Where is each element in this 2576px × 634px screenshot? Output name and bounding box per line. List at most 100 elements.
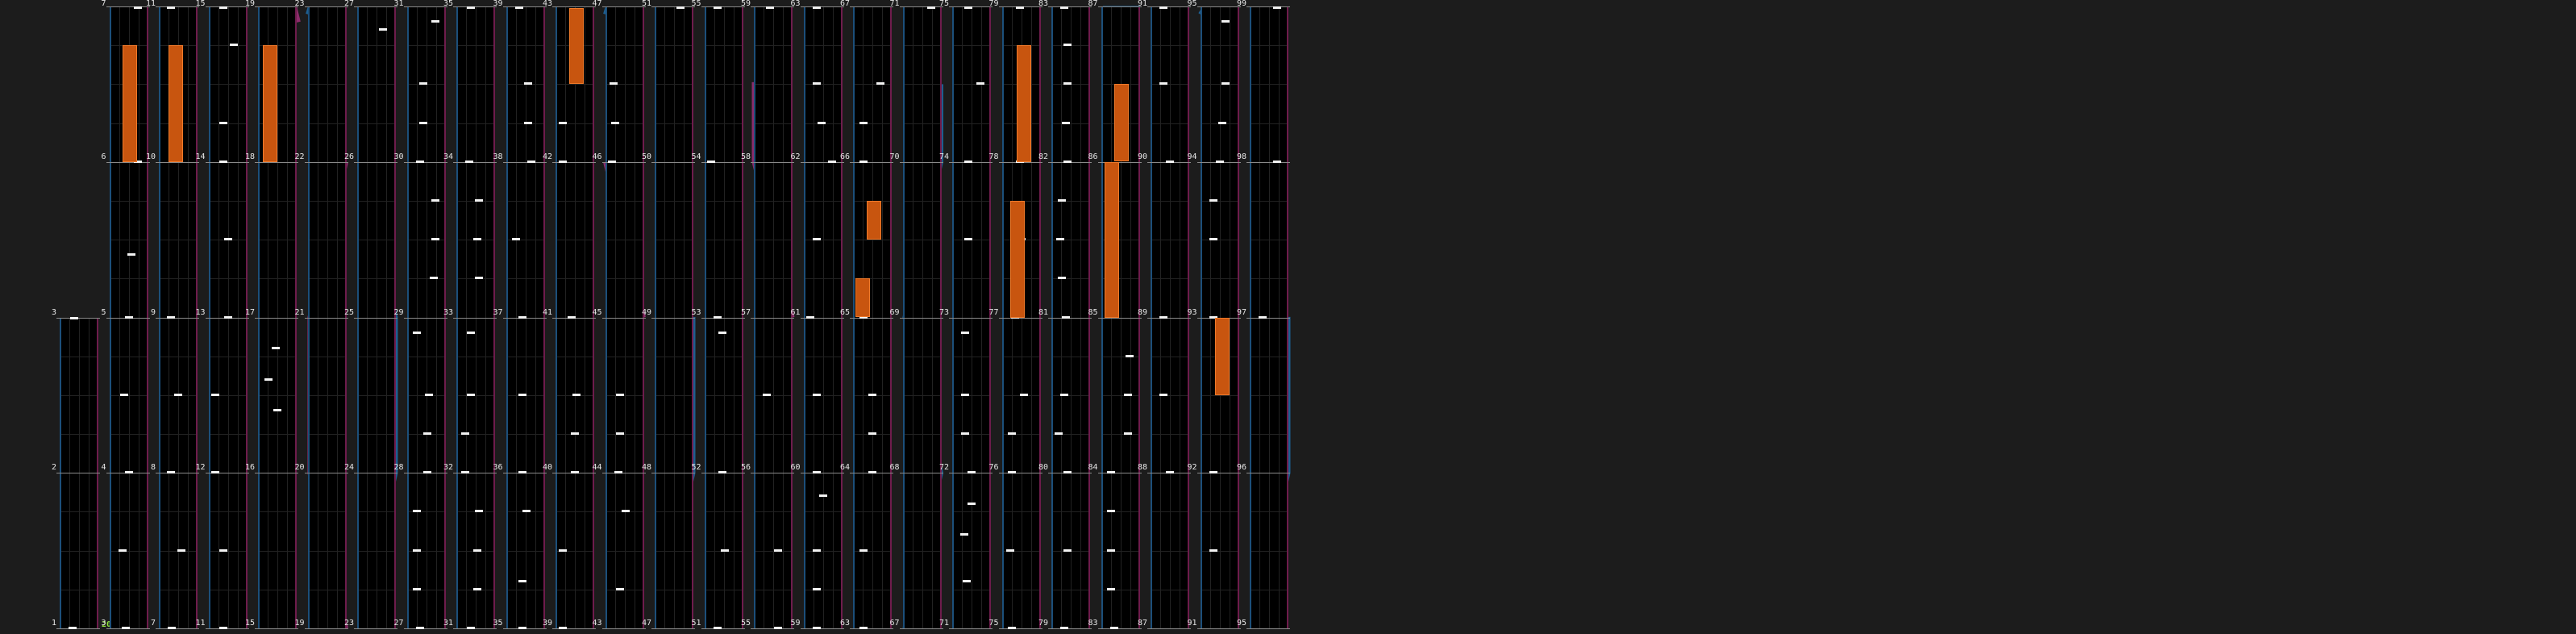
tap-note[interactable]: [127, 253, 136, 256]
tap-note[interactable]: [514, 6, 523, 9]
tap-note[interactable]: [413, 588, 422, 590]
hold-note[interactable]: [263, 45, 277, 162]
note-lane[interactable]: [605, 6, 644, 628]
tap-note[interactable]: [608, 161, 617, 163]
tap-note[interactable]: [571, 471, 579, 473]
tap-note[interactable]: [1209, 549, 1217, 552]
tap-note[interactable]: [568, 316, 576, 319]
note-lane[interactable]: [704, 6, 743, 628]
tap-note[interactable]: [964, 161, 973, 163]
note-lane[interactable]: [307, 6, 347, 628]
tap-note[interactable]: [264, 378, 273, 381]
tap-note[interactable]: [166, 6, 175, 9]
tap-note[interactable]: [859, 316, 868, 319]
tap-note[interactable]: [1063, 161, 1072, 163]
tap-note[interactable]: [558, 627, 567, 629]
tap-note[interactable]: [518, 627, 526, 629]
tap-note[interactable]: [859, 627, 868, 629]
tap-note[interactable]: [964, 238, 973, 240]
tap-note[interactable]: [423, 432, 432, 435]
tap-note[interactable]: [1218, 122, 1227, 124]
tap-note[interactable]: [133, 161, 142, 163]
tap-note[interactable]: [766, 6, 775, 9]
tap-note[interactable]: [518, 471, 526, 473]
tap-note[interactable]: [118, 549, 127, 552]
tap-note[interactable]: [1015, 6, 1024, 9]
tap-note[interactable]: [817, 122, 826, 124]
tap-note[interactable]: [713, 316, 722, 319]
hold-note[interactable]: [855, 278, 870, 317]
tap-note[interactable]: [211, 394, 220, 396]
hold-note[interactable]: [1016, 45, 1031, 162]
hold-note[interactable]: [169, 45, 183, 162]
tap-note[interactable]: [1060, 394, 1069, 396]
note-lane[interactable]: [357, 6, 396, 628]
tap-note[interactable]: [1209, 199, 1217, 202]
tap-note[interactable]: [1159, 394, 1168, 396]
tap-note[interactable]: [1124, 432, 1132, 435]
tap-note[interactable]: [963, 580, 972, 582]
tap-note[interactable]: [812, 238, 821, 240]
tap-note[interactable]: [223, 316, 232, 319]
tap-note[interactable]: [1008, 432, 1017, 435]
tap-note[interactable]: [1063, 549, 1072, 552]
tap-note[interactable]: [512, 238, 521, 240]
tap-note[interactable]: [961, 332, 970, 334]
tap-note[interactable]: [413, 332, 422, 334]
tap-note[interactable]: [415, 627, 424, 629]
tap-note[interactable]: [1054, 432, 1063, 435]
tap-note[interactable]: [615, 432, 624, 435]
tap-note[interactable]: [460, 471, 469, 473]
tap-note[interactable]: [713, 6, 722, 9]
tap-note[interactable]: [1063, 471, 1072, 473]
tap-note[interactable]: [524, 122, 533, 124]
tap-note[interactable]: [518, 394, 526, 396]
tap-note[interactable]: [218, 627, 227, 629]
tap-note[interactable]: [1159, 82, 1168, 85]
tap-note[interactable]: [968, 471, 976, 473]
tap-note[interactable]: [558, 122, 567, 124]
hold-note[interactable]: [568, 8, 584, 84]
tap-note[interactable]: [527, 161, 536, 163]
tap-note[interactable]: [859, 549, 868, 552]
tap-note[interactable]: [812, 394, 821, 396]
tap-note[interactable]: [876, 82, 884, 85]
tap-note[interactable]: [615, 394, 624, 396]
tap-note[interactable]: [174, 394, 182, 396]
note-lane[interactable]: [406, 6, 446, 628]
hold-note[interactable]: [866, 201, 881, 240]
tap-note[interactable]: [718, 332, 726, 334]
tap-note[interactable]: [1060, 6, 1069, 9]
tap-note[interactable]: [431, 238, 439, 240]
tap-note[interactable]: [827, 161, 836, 163]
tap-note[interactable]: [121, 627, 130, 629]
hold-note[interactable]: [1010, 201, 1025, 318]
tap-note[interactable]: [964, 6, 973, 9]
note-lane[interactable]: [1051, 6, 1090, 628]
tap-note[interactable]: [1008, 471, 1017, 473]
tap-note[interactable]: [124, 316, 133, 319]
tap-note[interactable]: [1221, 20, 1230, 23]
tap-note[interactable]: [1259, 316, 1267, 319]
note-lane[interactable]: [456, 6, 495, 628]
tap-note[interactable]: [1008, 627, 1017, 629]
tap-note[interactable]: [472, 588, 481, 590]
tap-note[interactable]: [1159, 6, 1168, 9]
tap-note[interactable]: [223, 238, 232, 240]
tap-note[interactable]: [614, 471, 622, 473]
tap-note[interactable]: [1166, 161, 1174, 163]
tap-note[interactable]: [467, 627, 476, 629]
tap-note[interactable]: [1209, 471, 1217, 473]
tap-note[interactable]: [1109, 627, 1118, 629]
tap-note[interactable]: [926, 6, 935, 9]
tap-note[interactable]: [168, 627, 177, 629]
tap-note[interactable]: [230, 44, 239, 46]
tap-note[interactable]: [218, 549, 227, 552]
tap-note[interactable]: [961, 432, 970, 435]
tap-note[interactable]: [1272, 6, 1281, 9]
tap-note[interactable]: [518, 316, 526, 319]
tap-note[interactable]: [1062, 122, 1071, 124]
tap-note[interactable]: [868, 432, 876, 435]
tap-note[interactable]: [1209, 238, 1217, 240]
tap-note[interactable]: [413, 549, 422, 552]
